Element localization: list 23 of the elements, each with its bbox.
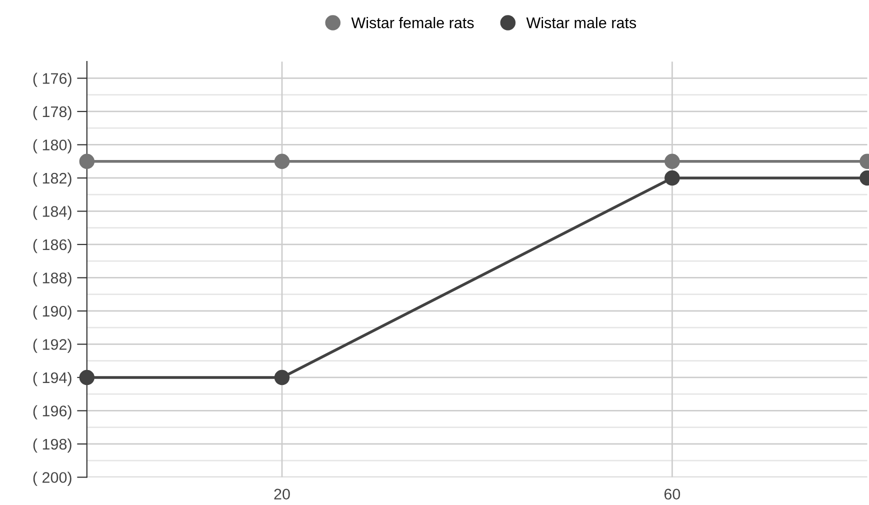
y-tick-label: ( 178) — [33, 106, 72, 120]
y-tick-label: ( 194) — [33, 372, 72, 386]
point — [274, 154, 290, 169]
x-tick-label: 60 — [664, 488, 680, 500]
y-tick-label: ( 200) — [33, 472, 72, 486]
point — [664, 154, 680, 169]
y-tick-label: ( 180) — [33, 139, 72, 154]
legend-label: Wistar male rats — [526, 16, 636, 28]
y-tick-label: ( 192) — [33, 338, 72, 353]
y-tick-label: ( 186) — [33, 238, 72, 254]
point — [79, 370, 95, 386]
y-tick-label: ( 176) — [33, 72, 72, 87]
point — [79, 154, 95, 169]
y-tick-label: ( 196) — [33, 405, 72, 420]
y-tick-label: ( 184) — [33, 206, 72, 220]
x-tick-label: 20 — [274, 488, 290, 500]
y-tick-label: ( 198) — [33, 438, 72, 453]
legend-label: Wistar female rats — [351, 16, 474, 28]
y-tick-label: ( 182) — [33, 172, 72, 187]
y-tick-label: ( 188) — [33, 272, 72, 286]
point — [664, 170, 680, 186]
point — [274, 370, 290, 386]
y-tick-label: ( 190) — [33, 305, 72, 320]
